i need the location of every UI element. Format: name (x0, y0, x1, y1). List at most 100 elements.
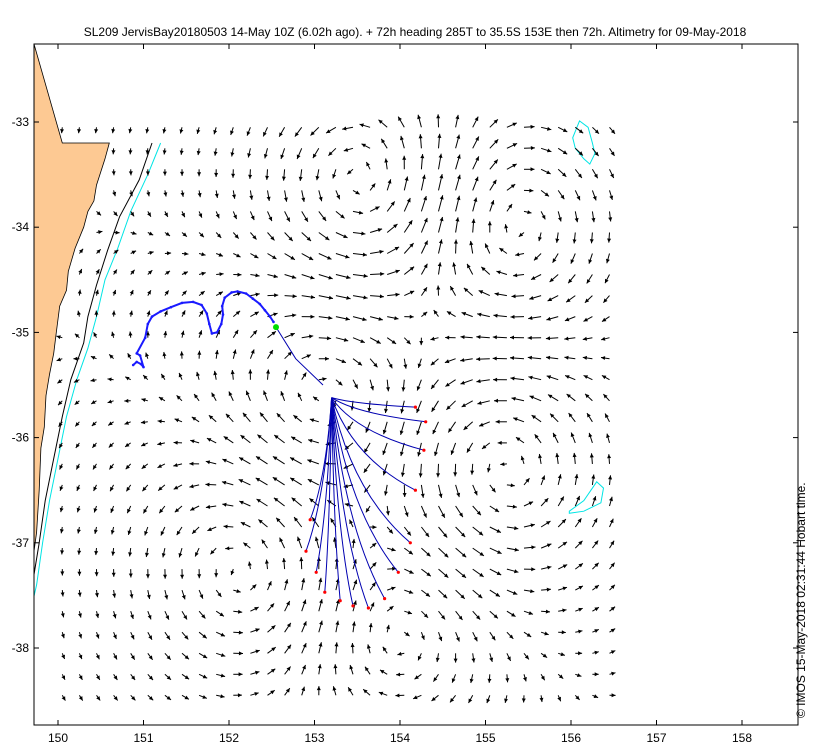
current-arrow-head (255, 649, 260, 654)
current-arrow-head (287, 351, 292, 356)
current-arrow-head (347, 425, 352, 431)
current-arrow-head (523, 677, 527, 682)
current-arrow-head (546, 521, 551, 525)
current-arrow-head (524, 655, 529, 660)
current-arrow-head (531, 567, 536, 572)
current-arrow-head (400, 472, 405, 477)
current-arrow-head (127, 508, 131, 514)
current-arrow-head (110, 486, 114, 492)
current-arrow-head (280, 391, 285, 396)
current-arrow-head (433, 310, 438, 315)
current-arrow-head (230, 570, 235, 576)
isobath-black (34, 142, 153, 578)
current-arrow-head (560, 496, 564, 501)
current-arrow-head (91, 421, 97, 426)
current-arrow-head (162, 150, 167, 155)
current-arrow-head (180, 192, 185, 197)
current-arrow-head (93, 332, 98, 337)
current-arrow-head (201, 614, 206, 619)
forecast-track (331, 397, 416, 491)
current-arrow-head (74, 333, 80, 338)
current-arrow-head (77, 289, 82, 294)
glider-track-point (220, 304, 224, 308)
glider-track-point (169, 305, 173, 309)
current-arrow-head (487, 678, 492, 683)
current-arrow-head (333, 664, 338, 669)
current-arrow-head (520, 455, 525, 461)
current-arrow-head (90, 356, 96, 360)
current-arrow-head (93, 508, 98, 513)
current-arrow-head (456, 134, 461, 139)
current-arrow-head (384, 491, 388, 496)
forecast-track (331, 397, 399, 573)
current-arrow-head (198, 213, 203, 218)
current-arrow-head (73, 356, 78, 361)
current-arrow-head (442, 594, 448, 599)
current-arrow-head (166, 675, 171, 680)
glider-track-point (272, 320, 275, 324)
current-arrow-head (325, 236, 330, 241)
current-arrow-head (577, 518, 582, 523)
current-arrow-head (230, 152, 235, 157)
forecast-endpoint (424, 420, 428, 424)
current-arrow-head (250, 215, 255, 221)
current-arrow-head (471, 658, 476, 663)
current-arrow-head (230, 130, 234, 135)
current-arrow-head (578, 129, 584, 134)
current-arrow-head (592, 196, 597, 201)
current-arrow-head (481, 266, 486, 272)
current-arrow-head (343, 147, 349, 152)
current-arrow-head (310, 314, 315, 319)
current-arrow-head (417, 452, 422, 457)
current-arrow-head (217, 310, 222, 315)
current-arrow-head (478, 290, 484, 294)
current-arrow-head (129, 290, 134, 295)
current-arrow-head (390, 201, 395, 206)
current-arrow-head (198, 330, 203, 335)
current-arrow-head (470, 470, 475, 475)
current-arrow-head (281, 176, 286, 181)
current-arrow-head (184, 695, 189, 700)
current-arrow-head (147, 290, 151, 295)
current-arrow-head (225, 546, 230, 551)
current-arrow-head (461, 532, 466, 537)
current-arrow-head (610, 584, 615, 589)
current-arrow-head (511, 396, 516, 401)
current-arrow-head (404, 512, 409, 517)
current-arrow-head (243, 542, 248, 547)
current-arrow-head (202, 695, 207, 699)
current-arrow-head (479, 552, 484, 556)
current-arrow-head (279, 132, 283, 137)
current-arrow-head (206, 438, 212, 442)
current-arrow-head (576, 495, 580, 501)
current-arrow-head (578, 607, 583, 612)
current-arrow-head (307, 479, 313, 483)
current-arrow-head (293, 415, 298, 420)
current-arrow-head (399, 430, 404, 435)
current-arrow-head (272, 255, 277, 259)
current-arrow-head (234, 329, 239, 335)
current-arrow-head (254, 607, 259, 611)
current-arrow-head (57, 379, 62, 384)
current-arrow-head (211, 392, 216, 398)
current-arrow-head (111, 572, 116, 577)
current-arrow-head (148, 655, 153, 660)
current-arrow-head (534, 256, 539, 261)
current-arrow-head (112, 289, 117, 295)
current-arrow-head (58, 422, 63, 427)
current-arrow-head (540, 675, 545, 681)
current-arrow-head (441, 513, 445, 518)
current-arrow-head (546, 375, 552, 380)
current-arrow-head (378, 691, 384, 696)
current-arrow-head (408, 550, 413, 555)
glider-track-point (146, 322, 150, 326)
current-arrow-head (279, 537, 284, 543)
current-arrow-head (327, 255, 332, 260)
current-arrow-head (548, 394, 553, 399)
current-arrow-head (179, 129, 184, 134)
current-arrow-head (178, 553, 183, 558)
current-arrow-head (345, 254, 350, 259)
current-arrow-head (128, 128, 133, 134)
current-arrow-head (547, 148, 552, 153)
glider-track-point (138, 354, 142, 357)
